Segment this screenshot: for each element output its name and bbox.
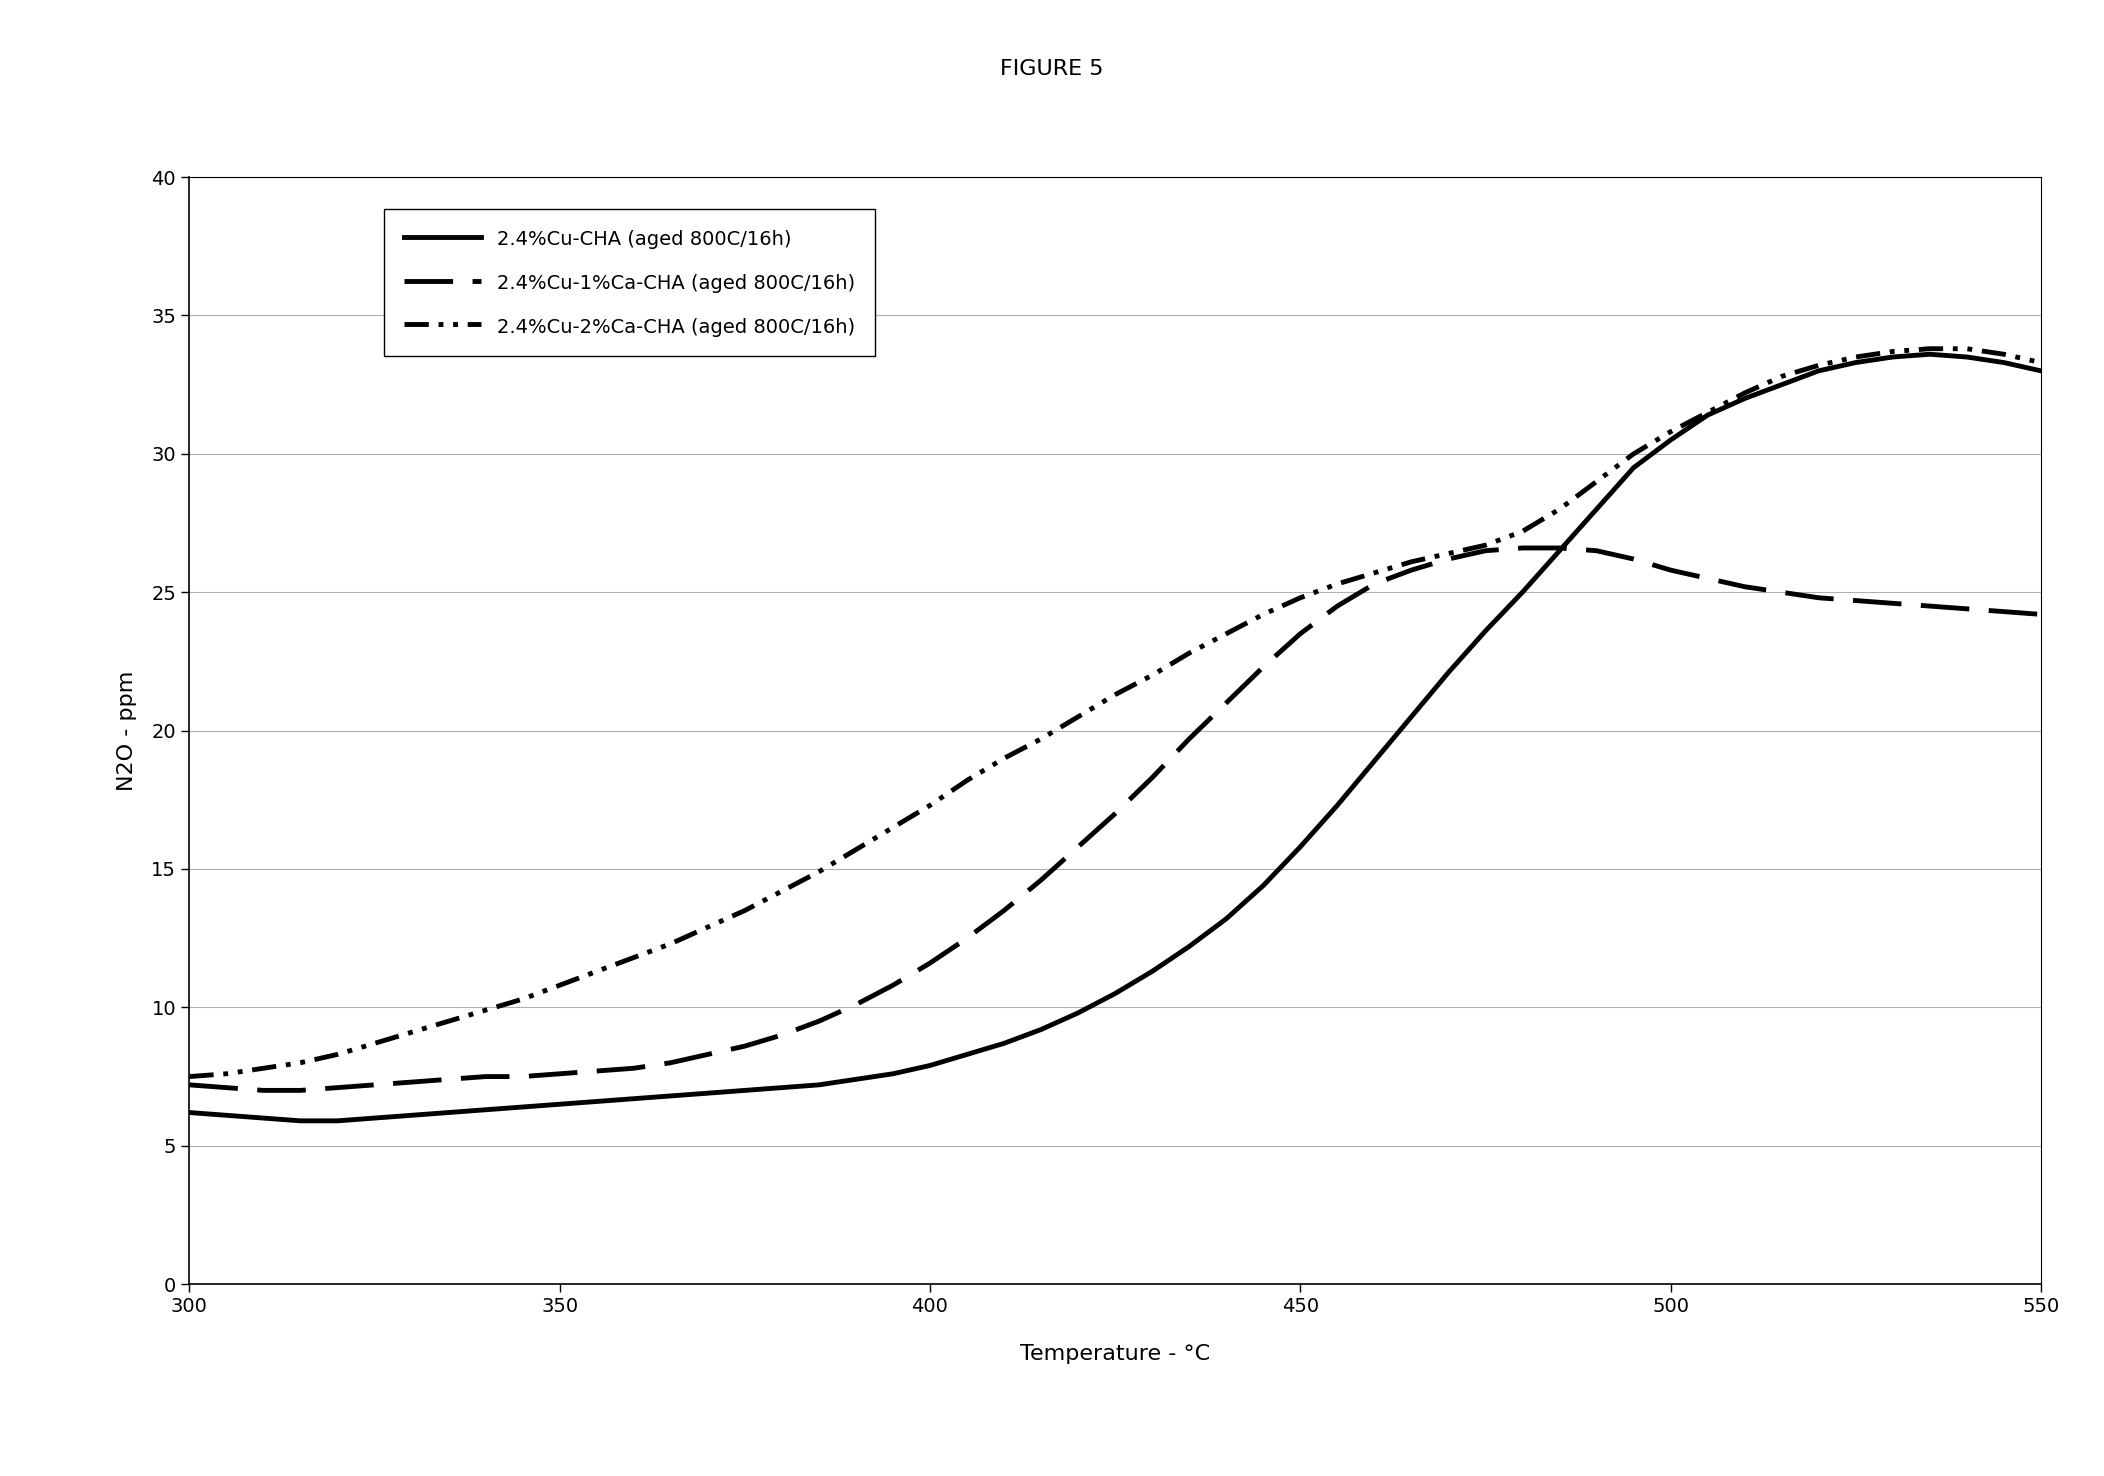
2.4%Cu-CHA (aged 800C/16h): [806, 1076, 831, 1094]
Text: FIGURE 5: FIGURE 5: [999, 59, 1105, 80]
2.4%Cu-2%Ca-CHA (aged 800C/16h): [732, 902, 757, 920]
2.4%Cu-CHA (aged 800C/16h): [288, 1111, 313, 1129]
2.4%Cu-CHA (aged 800C/16h): [1546, 542, 1572, 559]
2.4%Cu-2%Ca-CHA (aged 800C/16h): [1399, 554, 1424, 571]
2.4%Cu-CHA (aged 800C/16h): [1917, 345, 1942, 363]
2.4%Cu-2%Ca-CHA (aged 800C/16h): [1990, 345, 2016, 363]
2.4%Cu-CHA (aged 800C/16h): [770, 1079, 795, 1097]
2.4%Cu-2%Ca-CHA (aged 800C/16h): [177, 1067, 202, 1085]
2.4%Cu-1%Ca-CHA (aged 800C/16h): [770, 1026, 795, 1044]
2.4%Cu-1%Ca-CHA (aged 800C/16h): [1435, 551, 1460, 568]
2.4%Cu-1%Ca-CHA (aged 800C/16h): [806, 1013, 831, 1030]
Line: 2.4%Cu-CHA (aged 800C/16h): 2.4%Cu-CHA (aged 800C/16h): [189, 354, 2041, 1120]
Legend: 2.4%Cu-CHA (aged 800C/16h), 2.4%Cu-1%Ca-CHA (aged 800C/16h), 2.4%Cu-2%Ca-CHA (ag: 2.4%Cu-CHA (aged 800C/16h), 2.4%Cu-1%Ca-…: [385, 210, 875, 356]
X-axis label: Temperature - °C: Temperature - °C: [1020, 1345, 1210, 1364]
Line: 2.4%Cu-2%Ca-CHA (aged 800C/16h): 2.4%Cu-2%Ca-CHA (aged 800C/16h): [189, 348, 2041, 1076]
2.4%Cu-1%Ca-CHA (aged 800C/16h): [1584, 542, 1610, 559]
Line: 2.4%Cu-1%Ca-CHA (aged 800C/16h): 2.4%Cu-1%Ca-CHA (aged 800C/16h): [189, 548, 2041, 1091]
2.4%Cu-2%Ca-CHA (aged 800C/16h): [1917, 339, 1942, 357]
2.4%Cu-2%Ca-CHA (aged 800C/16h): [770, 883, 795, 900]
2.4%Cu-1%Ca-CHA (aged 800C/16h): [621, 1060, 646, 1077]
2.4%Cu-2%Ca-CHA (aged 800C/16h): [1511, 523, 1536, 540]
2.4%Cu-1%Ca-CHA (aged 800C/16h): [1511, 539, 1536, 556]
2.4%Cu-1%Ca-CHA (aged 800C/16h): [250, 1082, 276, 1100]
2.4%Cu-2%Ca-CHA (aged 800C/16h): [2028, 354, 2054, 372]
2.4%Cu-CHA (aged 800C/16h): [621, 1089, 646, 1107]
2.4%Cu-CHA (aged 800C/16h): [2028, 362, 2054, 379]
2.4%Cu-1%Ca-CHA (aged 800C/16h): [2028, 605, 2054, 623]
2.4%Cu-CHA (aged 800C/16h): [1435, 664, 1460, 682]
2.4%Cu-1%Ca-CHA (aged 800C/16h): [1990, 602, 2016, 620]
2.4%Cu-CHA (aged 800C/16h): [1990, 354, 2016, 372]
2.4%Cu-1%Ca-CHA (aged 800C/16h): [177, 1076, 202, 1094]
2.4%Cu-2%Ca-CHA (aged 800C/16h): [585, 962, 610, 980]
Y-axis label: N2O - ppm: N2O - ppm: [118, 670, 137, 791]
2.4%Cu-CHA (aged 800C/16h): [177, 1104, 202, 1122]
